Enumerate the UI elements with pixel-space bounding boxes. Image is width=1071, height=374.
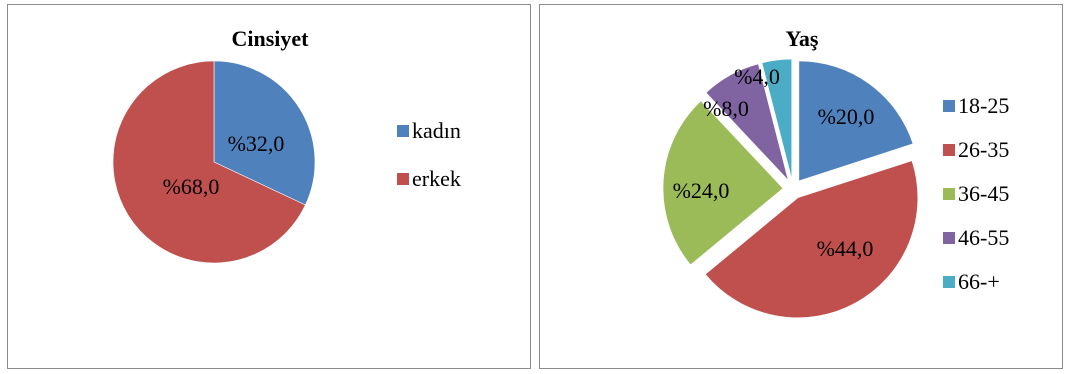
pie-slice-erkek xyxy=(112,60,306,264)
slice-data-label: %4,0 xyxy=(734,64,780,89)
chart-title: Cinsiyet xyxy=(231,26,309,51)
pie-slice-26-35 xyxy=(704,160,919,319)
legend-swatch xyxy=(943,144,955,156)
age-pie-chart: %20,0 %44,0 %24,0 %8,0 %4,0 18-25 26-35 36-45 46… xyxy=(662,58,1009,319)
legend-swatch xyxy=(943,276,955,288)
pie-slice-kad-n xyxy=(213,60,316,206)
gender-pie-chart: %32,0 %68,0 kadın erkek xyxy=(112,60,461,264)
slice-data-label: %44,0 xyxy=(817,236,874,261)
legend-swatch xyxy=(943,232,955,244)
pie-slice-66 xyxy=(761,58,793,180)
slice-data-label: %8,0 xyxy=(703,96,749,121)
legend-swatch xyxy=(943,188,955,200)
legend-label: erkek xyxy=(412,166,461,191)
legend-label: 46-55 xyxy=(958,225,1009,250)
chart-title: Yaş xyxy=(785,26,819,51)
legend-label: 18-25 xyxy=(958,93,1009,118)
legend-swatch xyxy=(397,125,409,137)
slice-data-label: %68,0 xyxy=(163,174,220,199)
slice-data-label: %24,0 xyxy=(673,178,730,203)
pie-slice-36-45 xyxy=(662,100,784,266)
age-chart-frame: Yaş %20,0 %44,0 %24,0 %8,0 %4,0 18-25 26-35 36-… xyxy=(539,4,1063,369)
legend-label: 66-+ xyxy=(958,269,1000,294)
legend-swatch xyxy=(397,173,409,185)
slice-data-label: %32,0 xyxy=(228,131,285,156)
legend-label: 36-45 xyxy=(958,181,1009,206)
slice-data-label: %20,0 xyxy=(818,104,875,129)
legend-swatch xyxy=(943,100,955,112)
gender-chart-frame: Cinsiyet %32,0 %68,0 kadın erkek xyxy=(7,4,531,369)
legend-label: 26-35 xyxy=(958,137,1009,162)
legend-label: kadın xyxy=(412,118,461,143)
pie-slice-18-25 xyxy=(798,60,914,182)
pie-slice-46-55 xyxy=(705,63,789,181)
